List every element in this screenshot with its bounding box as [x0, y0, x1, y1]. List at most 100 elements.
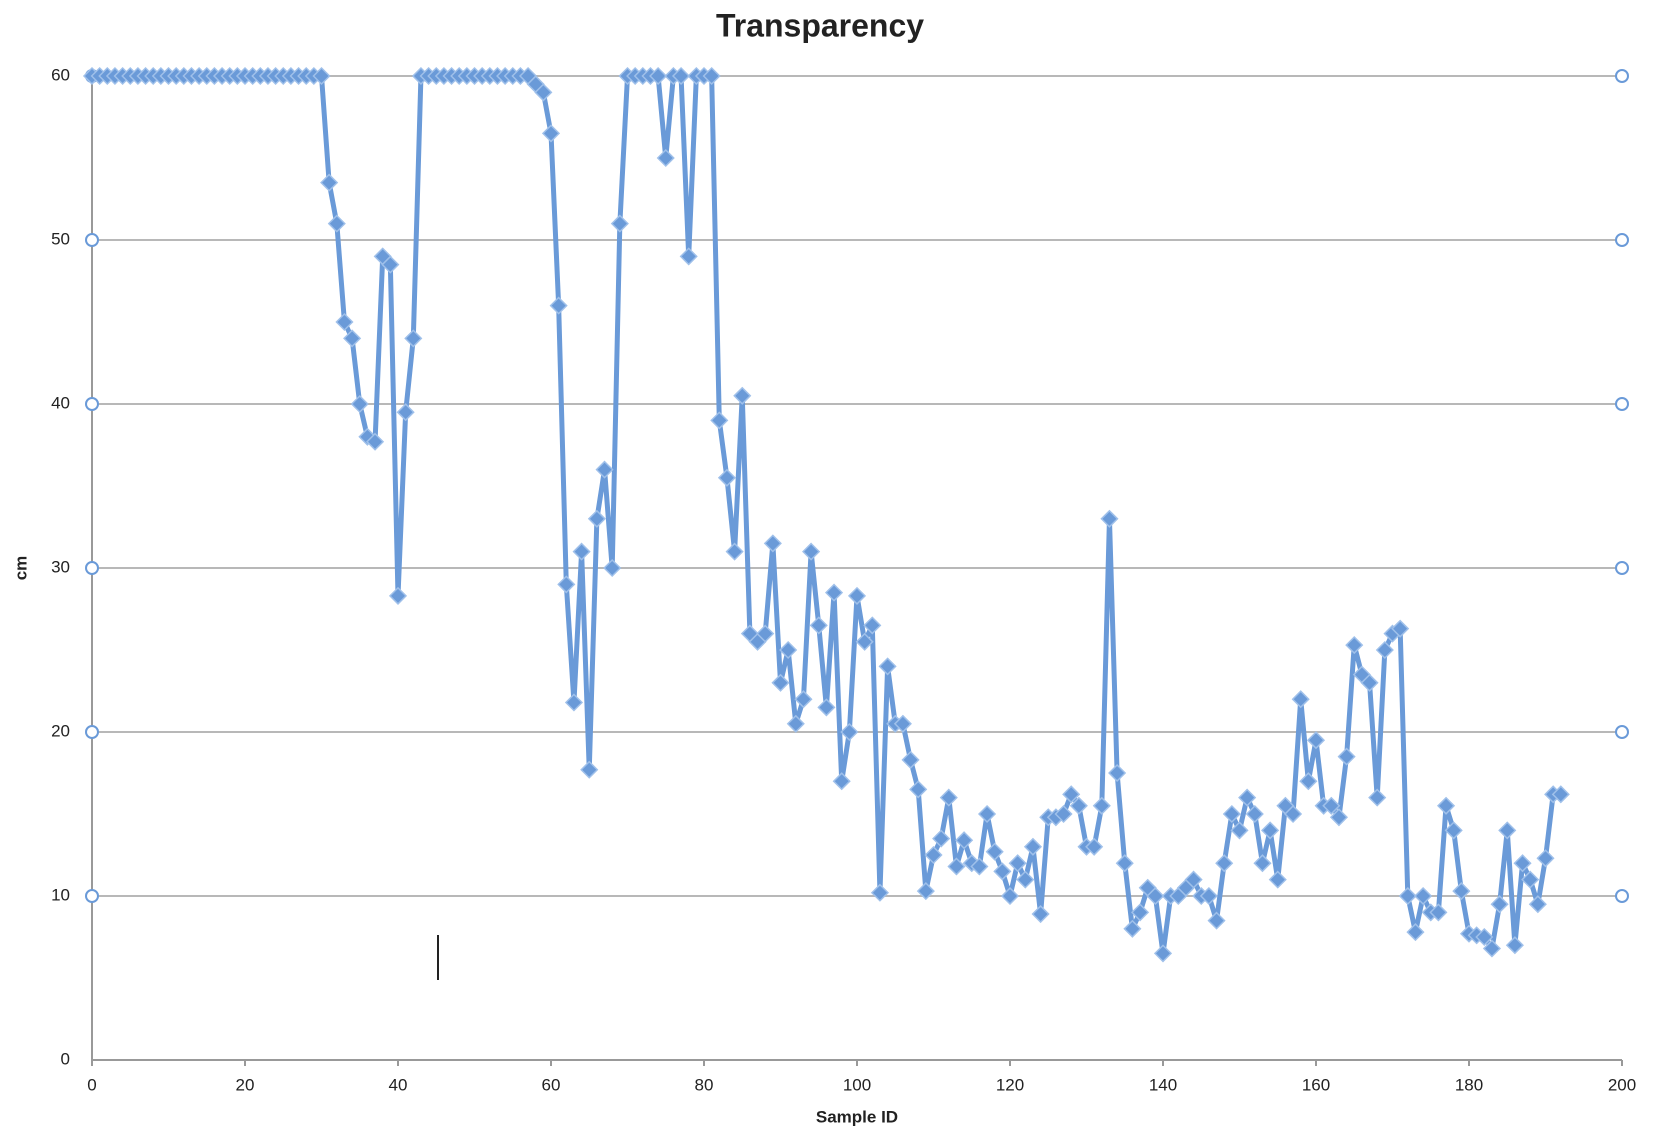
data-point [335, 312, 354, 332]
tick-marker [1615, 561, 1629, 575]
data-point [847, 586, 867, 605]
data-point [832, 772, 851, 791]
data-point [534, 83, 553, 102]
data-point [1130, 903, 1150, 922]
data-point [1306, 731, 1326, 750]
data-point [1016, 870, 1035, 889]
data-point [993, 862, 1012, 881]
x-tick-label: 140 [1149, 1075, 1177, 1094]
tick-marker [85, 397, 99, 411]
data-point [840, 722, 859, 742]
data-point [1023, 837, 1043, 856]
data-point [710, 411, 729, 430]
data-point [580, 760, 599, 779]
x-tick-label: 60 [542, 1075, 561, 1094]
x-tick-label: 0 [87, 1075, 96, 1094]
x-tick-label: 80 [695, 1075, 714, 1094]
data-point [817, 698, 836, 717]
y-tick-label: 10 [51, 885, 70, 904]
data-point [763, 534, 782, 553]
data-point [1299, 772, 1318, 791]
data-point [809, 616, 828, 635]
data-point [557, 575, 576, 594]
data-point [1429, 903, 1448, 922]
data-point [939, 788, 958, 807]
data-point [870, 883, 890, 902]
data-point [932, 829, 951, 848]
data-point [977, 804, 997, 824]
data-point [1528, 895, 1547, 914]
data-point [1115, 854, 1134, 873]
data-point [327, 214, 346, 233]
x-tick-label: 180 [1455, 1075, 1483, 1094]
data-point [603, 558, 622, 578]
data-point [549, 296, 568, 315]
data-point [771, 673, 790, 692]
data-point [649, 66, 668, 86]
data-point [893, 714, 912, 733]
data-point [985, 842, 1004, 861]
data-point [1498, 821, 1517, 840]
data-point [1337, 747, 1356, 766]
data-point [671, 66, 691, 86]
x-tick-label: 40 [389, 1075, 408, 1094]
data-point [916, 882, 935, 901]
tick-marker [85, 889, 99, 903]
data-point [1505, 936, 1524, 955]
data-point [587, 509, 606, 528]
data-point [1291, 690, 1310, 709]
tick-marker [85, 725, 99, 739]
tick-marker [1615, 397, 1629, 411]
data-point [1444, 821, 1463, 840]
x-tick-label: 200 [1608, 1075, 1636, 1094]
y-tick-label: 20 [51, 721, 70, 740]
y-tick-label: 0 [61, 1049, 70, 1068]
data-point [1521, 870, 1540, 889]
data-point [909, 780, 928, 799]
data-point [1222, 804, 1241, 824]
data-point [1215, 854, 1234, 873]
y-tick-label: 40 [51, 393, 70, 412]
data-point [970, 857, 989, 876]
y-tick-label: 30 [51, 557, 70, 576]
data-point [1283, 804, 1303, 824]
data-point [1329, 808, 1349, 827]
data-point [1085, 837, 1104, 856]
data-point [1360, 673, 1379, 692]
data-point [404, 329, 423, 348]
data-point [1368, 788, 1387, 807]
data-point [1100, 509, 1119, 528]
data-point [756, 624, 775, 643]
data-point [779, 640, 798, 660]
data-point [1375, 640, 1394, 660]
data-point [541, 124, 561, 143]
tick-marker [1615, 233, 1629, 247]
data-point [1184, 870, 1203, 889]
data-point [1436, 796, 1456, 815]
data-point [1536, 849, 1555, 868]
data-point [1092, 796, 1111, 815]
data-point [1475, 927, 1494, 947]
data-point [855, 632, 874, 651]
data-point [1253, 854, 1272, 873]
data-point [1245, 804, 1264, 824]
x-tick-label: 20 [236, 1075, 255, 1094]
data-point [1230, 821, 1249, 840]
data-point [1452, 882, 1471, 901]
data-point [1391, 619, 1410, 638]
tick-marker [85, 233, 99, 247]
data-point [786, 714, 805, 733]
data-point [381, 255, 400, 274]
data-point [320, 173, 339, 192]
data-point [1207, 911, 1226, 930]
data-point [1406, 923, 1425, 942]
data-point [365, 432, 385, 451]
data-point [679, 247, 698, 266]
data-point [610, 214, 629, 233]
data-point [802, 542, 821, 561]
x-tick-label: 100 [843, 1075, 871, 1094]
data-point [564, 693, 584, 712]
data-point [1490, 895, 1509, 914]
data-point [1069, 796, 1088, 815]
y-tick-label: 50 [51, 229, 70, 248]
